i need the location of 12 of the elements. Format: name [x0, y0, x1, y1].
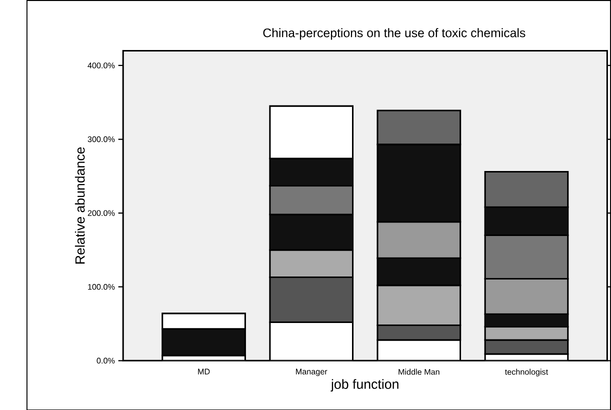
y-tick-label: 400.0% — [88, 62, 115, 68]
x-axis-title: job function — [330, 378, 398, 392]
y-tick-label: 0.0% — [96, 358, 115, 364]
x-tick-label: MD — [198, 368, 210, 374]
y-tick-label: 100.0% — [88, 284, 115, 290]
x-tick-label: Manager — [296, 368, 328, 376]
x-tick-label: Middle Man — [398, 368, 440, 375]
y-axis-title: Relative abundance — [74, 147, 85, 264]
chart-title: China-perceptions on the use of toxic chemicals — [263, 28, 526, 40]
y-tick-label: 200.0% — [88, 210, 115, 216]
y-tick-label: 300.0% — [88, 136, 115, 142]
x-tick-label: technologist — [504, 368, 548, 376]
